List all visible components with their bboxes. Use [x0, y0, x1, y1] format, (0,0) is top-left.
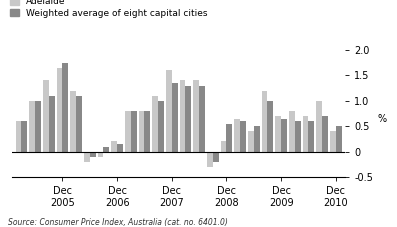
Bar	[43, 80, 49, 152]
Bar	[180, 80, 185, 152]
Bar	[166, 70, 172, 152]
Bar	[207, 152, 213, 167]
Bar	[248, 131, 254, 152]
Bar	[84, 152, 90, 162]
Bar	[76, 96, 82, 152]
Bar	[268, 101, 273, 152]
Bar	[35, 101, 41, 152]
Bar	[254, 126, 260, 152]
Legend: Adelaide, Weighted average of eight capital cities: Adelaide, Weighted average of eight capi…	[10, 0, 208, 18]
Bar	[125, 111, 131, 152]
Bar	[131, 111, 137, 152]
Bar	[117, 144, 123, 152]
Bar	[158, 101, 164, 152]
Bar	[98, 152, 104, 157]
Bar	[193, 80, 199, 152]
Bar	[112, 141, 117, 152]
Bar	[49, 96, 54, 152]
Bar	[29, 101, 35, 152]
Bar	[139, 111, 145, 152]
Bar	[145, 111, 150, 152]
Bar	[199, 86, 205, 152]
Bar	[336, 126, 341, 152]
Bar	[281, 118, 287, 152]
Bar	[16, 121, 21, 152]
Bar	[104, 147, 109, 152]
Bar	[185, 86, 191, 152]
Bar	[57, 68, 62, 152]
Bar	[221, 141, 226, 152]
Text: Source: Consumer Price Index, Australia (cat. no. 6401.0): Source: Consumer Price Index, Australia …	[8, 218, 228, 227]
Bar	[62, 63, 68, 152]
Y-axis label: %: %	[377, 114, 386, 123]
Bar	[330, 131, 336, 152]
Bar	[322, 116, 328, 152]
Bar	[295, 121, 301, 152]
Bar	[226, 124, 232, 152]
Bar	[152, 96, 158, 152]
Bar	[316, 101, 322, 152]
Bar	[276, 116, 281, 152]
Bar	[289, 111, 295, 152]
Bar	[90, 152, 96, 157]
Bar	[70, 91, 76, 152]
Bar	[21, 121, 27, 152]
Bar	[308, 121, 314, 152]
Bar	[172, 83, 177, 152]
Bar	[262, 91, 268, 152]
Bar	[234, 118, 240, 152]
Bar	[303, 116, 308, 152]
Bar	[240, 121, 246, 152]
Bar	[213, 152, 219, 162]
